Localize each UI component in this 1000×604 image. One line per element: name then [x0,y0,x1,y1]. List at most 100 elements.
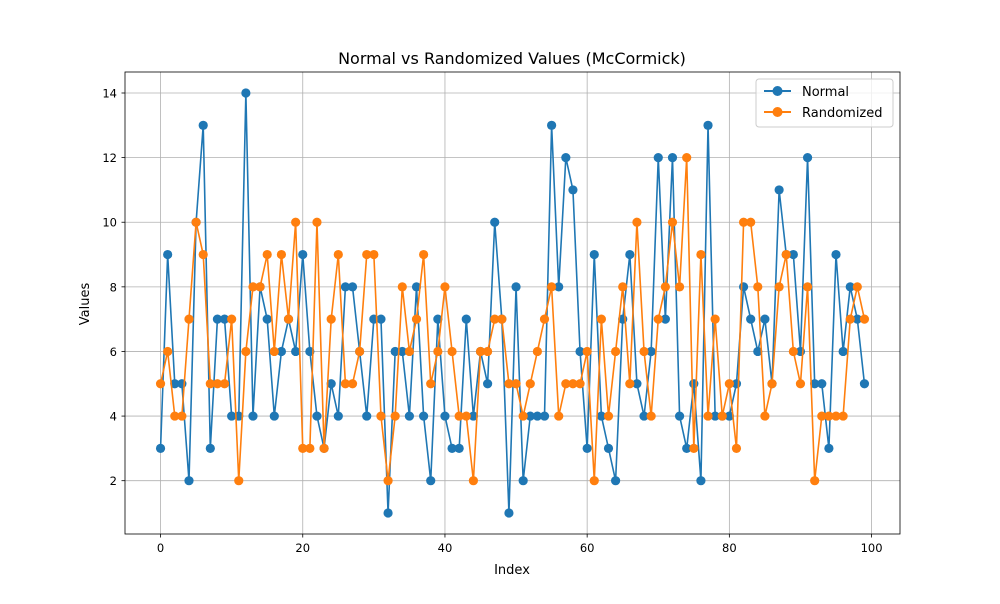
data-point-randomized [447,346,457,357]
data-point-normal [490,217,500,227]
series-line-normal [159,92,866,514]
legend-label-randomized: Randomized [802,106,883,121]
data-point-normal [760,314,770,324]
data-point-normal [276,346,287,357]
data-point-randomized [781,249,791,260]
legend: Normal Randomized [755,78,894,128]
data-point-randomized [788,346,798,357]
data-point-randomized [191,217,201,227]
data-point-randomized [547,282,557,292]
data-point-normal [817,379,827,389]
data-point-normal [340,282,351,292]
data-point-randomized [717,411,727,421]
x-tick-label: 60 [580,541,595,555]
data-point-randomized [212,379,223,389]
data-point-normal [212,314,223,324]
data-point-randomized [497,314,507,324]
data-point-normal [831,249,841,260]
data-point-randomized [383,476,393,486]
data-point-randomized [596,314,606,324]
data-point-randomized [611,346,621,357]
data-point-normal [802,153,813,163]
data-point-normal [184,476,194,486]
data-point-normal [724,411,734,421]
data-point-randomized [746,217,756,227]
data-point-randomized [724,379,734,389]
data-point-normal [291,346,301,357]
data-point-randomized [205,379,215,389]
data-point-randomized [298,443,308,453]
data-point-normal [554,282,564,292]
data-point-normal [582,443,592,453]
data-point-randomized [347,379,358,389]
data-point-normal [703,120,713,130]
data-point-normal [248,411,258,421]
data-point-randomized [539,314,550,324]
data-point-randomized [532,346,542,357]
data-point-randomized [838,411,848,421]
data-point-randomized [468,476,478,486]
data-point-normal [504,508,514,518]
data-point-randomized [440,282,450,292]
data-point-normal [390,346,400,357]
data-point-randomized [177,411,187,421]
data-point-randomized [170,411,180,421]
data-point-normal [383,508,393,518]
data-point-randomized [696,249,706,260]
data-point-normal [269,411,279,421]
legend-marker-randomized [772,107,783,117]
data-point-randomized [305,443,315,453]
data-point-normal [511,282,521,292]
data-point-randomized [433,346,443,357]
data-point-randomized [603,411,614,421]
data-point-randomized [731,443,742,453]
data-point-randomized [802,282,813,292]
data-point-normal [845,282,855,292]
data-point-normal [774,185,784,195]
data-point-randomized [845,314,855,324]
data-point-normal [426,476,436,486]
data-point-randomized [362,249,372,260]
data-point-normal [362,411,372,421]
series-layer [155,88,870,518]
data-point-normal [532,411,542,421]
data-point-randomized [810,476,820,486]
data-point-randomized [774,282,784,292]
data-point-randomized [369,249,379,260]
data-point-randomized [738,217,749,227]
data-point-randomized [454,411,464,421]
data-point-randomized [632,217,642,227]
data-point-normal [262,314,272,324]
data-point-randomized [760,411,770,421]
data-point-normal [646,346,656,357]
data-point-randomized [689,443,699,453]
data-point-normal [682,443,692,453]
data-point-randomized [703,411,713,421]
data-point-randomized [582,346,592,357]
data-point-randomized [376,411,386,421]
data-point-randomized [554,411,564,421]
data-point-randomized [575,379,585,389]
data-point-normal [461,314,471,324]
data-point-randomized [390,411,400,421]
data-point-randomized [525,379,535,389]
data-point-randomized [646,411,656,421]
data-point-normal [674,411,685,421]
data-point-normal [376,314,386,324]
data-point-randomized [682,153,692,163]
data-point-randomized [639,346,649,357]
data-point-randomized [426,379,436,389]
data-point-randomized [475,346,486,357]
data-point-normal [347,282,358,292]
data-point-normal [241,88,251,98]
data-point-normal [653,153,663,163]
data-point-normal [710,411,720,421]
data-point-normal [227,411,237,421]
data-point-normal [639,411,649,421]
data-point-randomized [312,217,322,227]
data-point-randomized [831,411,841,421]
data-point-randomized [589,476,599,486]
x-tick-label: 100 [861,541,883,555]
data-point-normal [539,411,550,421]
